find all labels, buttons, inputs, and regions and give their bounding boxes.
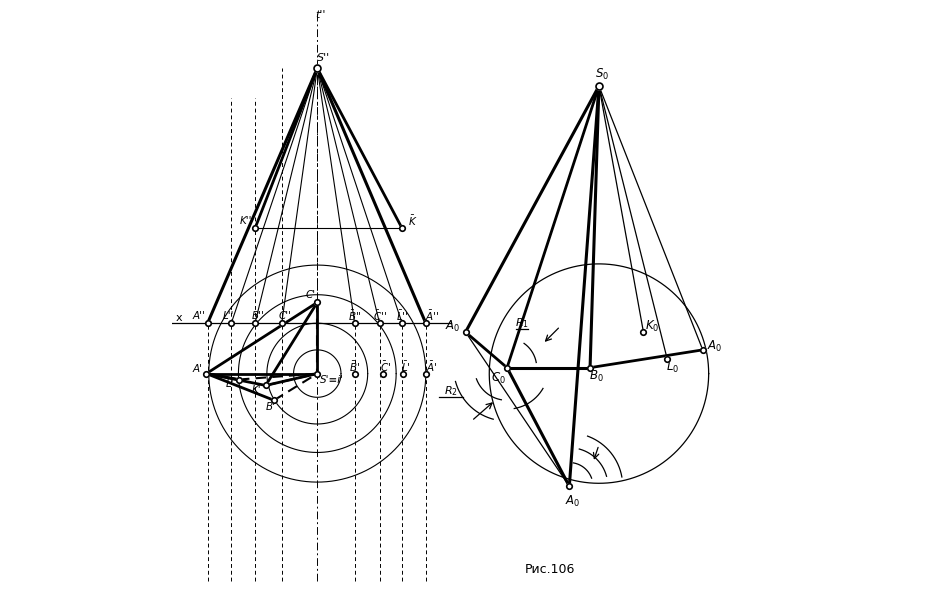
Text: K': K' xyxy=(252,385,261,395)
Text: $C_0$: $C_0$ xyxy=(490,371,505,386)
Text: $\bar{B}$'': $\bar{B}$'' xyxy=(347,309,361,323)
Text: $A_0$: $A_0$ xyxy=(445,318,460,334)
Text: $B_0$: $B_0$ xyxy=(588,369,603,384)
Text: $\bar{B}$': $\bar{B}$' xyxy=(349,359,359,374)
Text: $\bar{C}$'': $\bar{C}$'' xyxy=(373,309,387,323)
Text: $\bar{L}$': $\bar{L}$' xyxy=(401,359,411,374)
Text: S'': S'' xyxy=(316,53,329,62)
Text: $K_0$: $K_0$ xyxy=(645,318,659,334)
Text: $L_0$: $L_0$ xyxy=(665,360,679,375)
Text: L'': L'' xyxy=(223,311,234,321)
Text: B': B' xyxy=(266,403,276,412)
Text: $A_0$: $A_0$ xyxy=(564,493,579,509)
Text: A'': A'' xyxy=(192,311,205,321)
Text: $\bar{A}$': $\bar{A}$' xyxy=(426,359,437,374)
Text: A': A' xyxy=(192,364,202,374)
Text: $R_1$: $R_1$ xyxy=(515,316,528,330)
Text: S'≡i': S'≡i' xyxy=(320,375,344,384)
Text: t'': t'' xyxy=(314,10,325,20)
Text: C'': C'' xyxy=(278,311,291,321)
Text: L': L' xyxy=(226,380,234,389)
Text: $\bar{A}$'': $\bar{A}$'' xyxy=(424,309,438,323)
Text: $\bar{K}$: $\bar{K}$ xyxy=(407,214,417,228)
Text: $R_2$: $R_2$ xyxy=(444,384,457,398)
Text: C': C' xyxy=(305,291,314,300)
Text: B'': B'' xyxy=(251,311,264,321)
Text: $A_0$: $A_0$ xyxy=(706,339,722,355)
Text: K'': K'' xyxy=(240,216,252,226)
Text: $\bar{C}$': $\bar{C}$' xyxy=(379,359,390,374)
Text: $S_0$: $S_0$ xyxy=(594,66,608,82)
Text: $\bar{L}$'': $\bar{L}$'' xyxy=(395,309,408,323)
Text: Рис.106: Рис.106 xyxy=(524,563,575,576)
Text: x: x xyxy=(176,314,183,323)
